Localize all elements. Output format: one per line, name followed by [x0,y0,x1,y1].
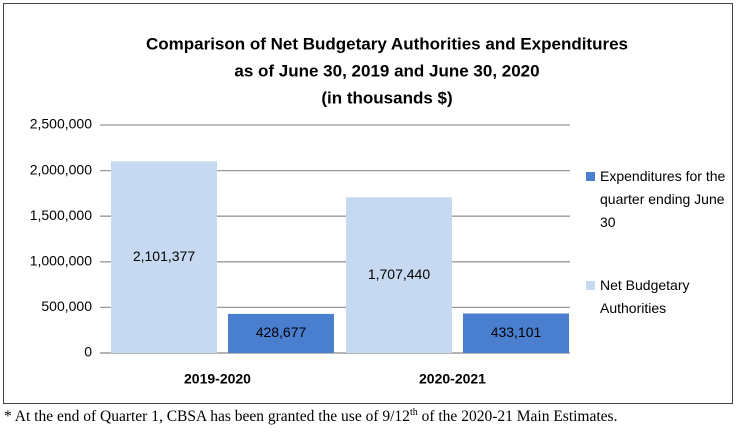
chart-title: Comparison of Net Budgetary Authorities … [146,34,628,53]
y-tick-label: 1,500,000 [30,207,92,223]
footnote-sup: th [409,407,418,418]
footnote-text: of the 2020-21 Main Estimates. [417,408,618,426]
legend-label: Net Budgetary Authorities [600,277,690,316]
title: Comparison of Net Budgetary Authorities … [146,34,628,107]
bar [346,197,452,353]
footnote-text: * At the end of Quarter 1, CBSA has been… [4,408,410,426]
y-tick-label: 500,000 [41,298,92,314]
chart-title: (in thousands $) [321,88,452,107]
chart-title: as of June 30, 2019 and June 30, 2020 [234,61,539,80]
x-tick-label: 2019-2020 [184,371,251,387]
legend-swatch [586,172,595,181]
y-tick-label: 1,000,000 [30,253,92,269]
legend-swatch [586,281,595,290]
legend-label: Expenditures for the quarter ending June… [600,168,726,230]
bar [228,313,334,353]
value-label: 1,707,440 [368,266,430,282]
y-tick-label: 0 [84,344,92,360]
y-tick-label: 2,500,000 [30,116,92,132]
x-tick-label: 2020-2021 [419,371,486,387]
value-label: 428,677 [256,324,307,340]
footnote: * At the end of Quarter 1, CBSA has been… [4,407,617,426]
bar [463,313,569,353]
value-label: 433,101 [491,324,542,340]
value-label: 2,101,377 [133,248,195,264]
bar [111,161,217,353]
y-tick-label: 2,000,000 [30,161,92,177]
chart: Comparison of Net Budgetary Authorities … [3,3,733,404]
chart-border [3,3,733,404]
